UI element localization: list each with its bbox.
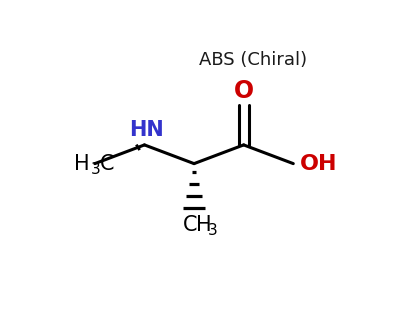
Text: 3: 3 [208, 224, 218, 238]
Text: H: H [196, 215, 212, 235]
Text: 3: 3 [91, 162, 101, 177]
Text: OH: OH [300, 154, 337, 174]
Text: C: C [100, 154, 114, 174]
Text: O: O [234, 79, 254, 103]
Text: HN: HN [129, 121, 164, 140]
Text: ABS (Chiral): ABS (Chiral) [199, 51, 307, 69]
Text: C: C [183, 215, 197, 235]
Text: H: H [74, 154, 90, 174]
